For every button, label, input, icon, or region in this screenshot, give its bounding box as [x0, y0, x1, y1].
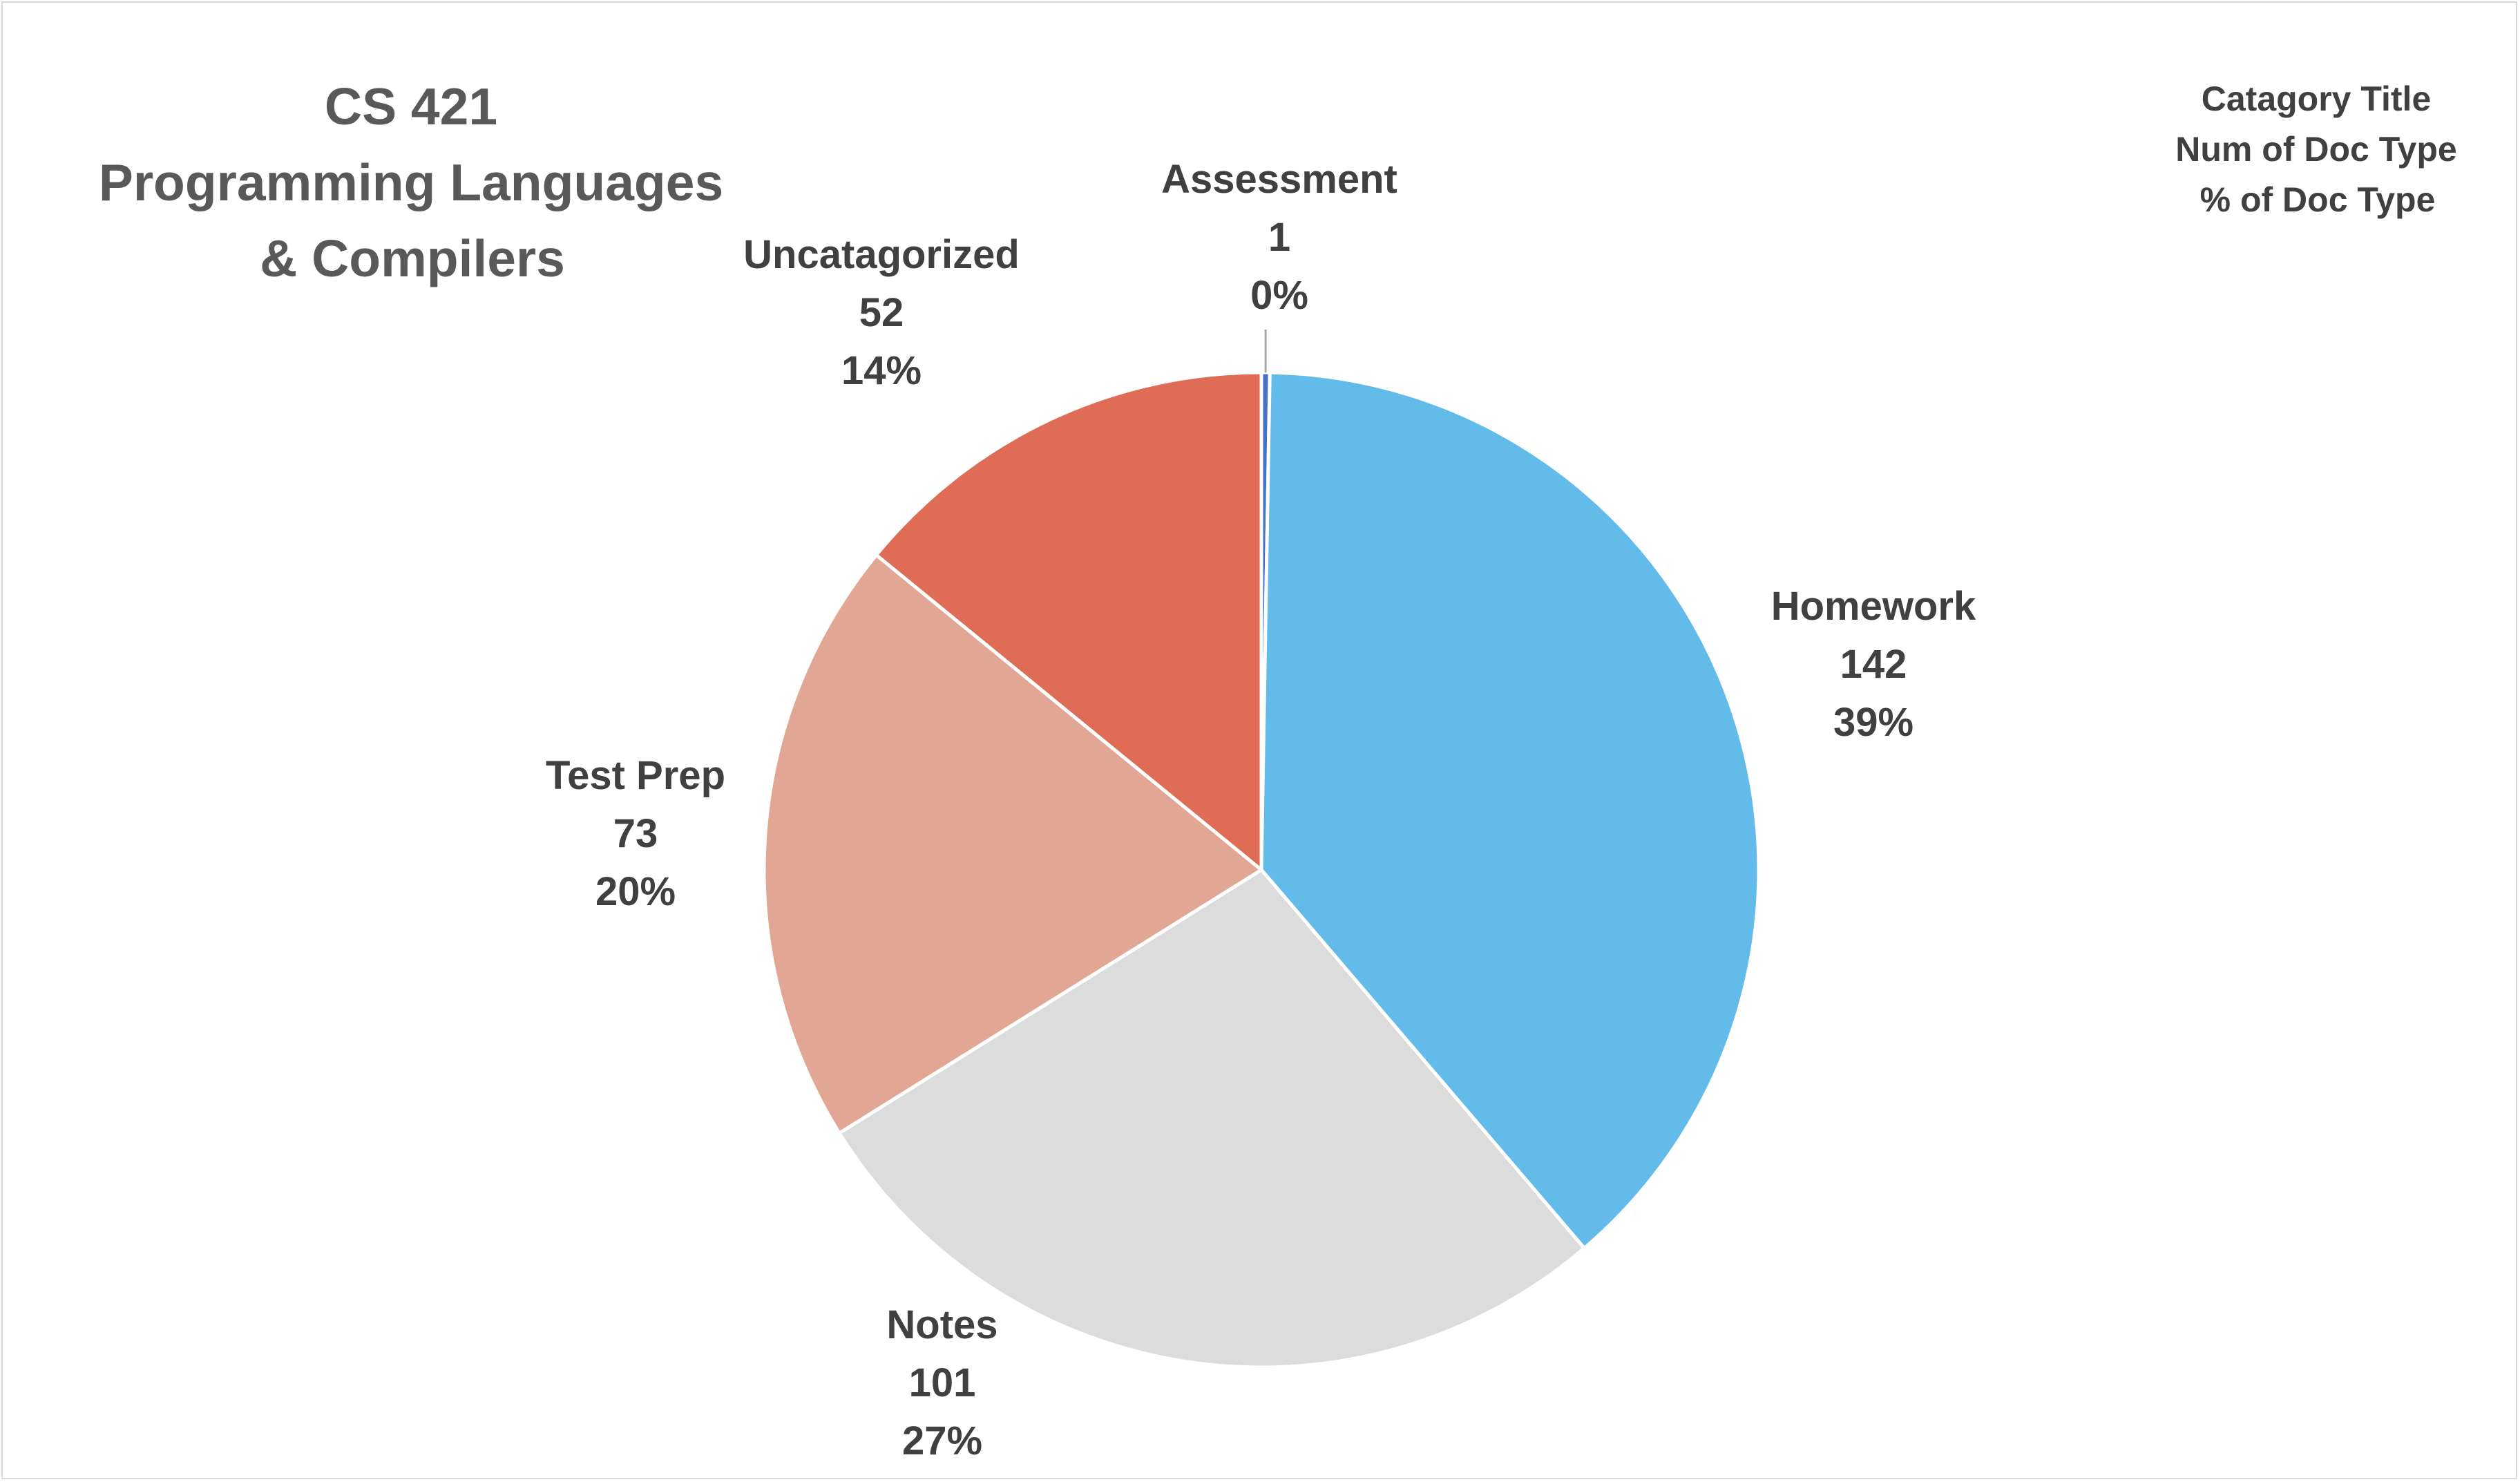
data-label-name: Test Prep — [546, 753, 725, 798]
label-format-note-line: Catagory Title — [2202, 79, 2432, 118]
pie-slices — [762, 370, 1761, 1369]
chart-title-line: CS 421 — [325, 77, 497, 135]
data-label-percent: 14% — [841, 348, 922, 393]
pie-slice-test-prep — [762, 553, 1263, 1135]
chart-title-line: Programming Languages — [99, 153, 723, 211]
data-label-percent: 20% — [595, 869, 676, 914]
label-format-note-line: % of Doc Type — [2200, 180, 2436, 219]
data-label-value: 73 — [613, 811, 658, 856]
chart-title-line: & Compilers — [260, 229, 565, 287]
data-label-value: 101 — [909, 1360, 976, 1405]
data-label-homework: Homework 142 39% — [1771, 584, 1976, 745]
chart-title: CS 421 Programming Languages & Compilers — [99, 77, 726, 287]
data-label-test-prep: Test Prep 73 20% — [546, 753, 725, 914]
data-label-percent: 0% — [1250, 273, 1308, 318]
data-label-value: 52 — [859, 290, 904, 335]
pie-slice-uncatagorized — [875, 370, 1263, 872]
data-label-uncatagorized: Uncatagorized 52 14% — [743, 232, 1020, 393]
data-label-notes: Notes 101 27% — [886, 1302, 998, 1463]
data-label-name: Uncatagorized — [743, 232, 1020, 277]
data-label-name: Assessment — [1161, 157, 1397, 202]
data-label-assessment: Assessment 1 0% — [1161, 157, 1397, 318]
data-label-value: 1 — [1268, 215, 1290, 260]
data-label-name: Notes — [886, 1302, 998, 1347]
data-label-percent: 27% — [902, 1418, 982, 1463]
data-label-name: Homework — [1771, 584, 1976, 629]
data-label-value: 142 — [1840, 642, 1907, 687]
data-label-percent: 39% — [1833, 700, 1913, 745]
data-labels: Assessment 1 0% Homework 142 39% Notes 101 27% Te… — [546, 157, 1976, 1463]
pie-slice-homework — [1259, 370, 1761, 1251]
label-format-note-line: Num of Doc Type — [2175, 130, 2456, 169]
pie-slice-notes — [837, 868, 1586, 1369]
label-format-note: Catagory Title Num of Doc Type % of Doc … — [2175, 79, 2459, 219]
